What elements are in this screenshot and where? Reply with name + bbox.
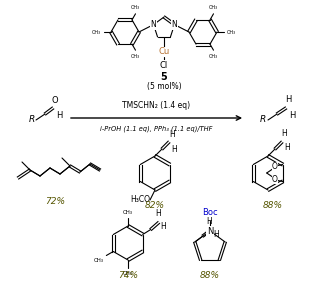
Text: H: H <box>289 112 295 121</box>
Text: 88%: 88% <box>263 201 283 210</box>
Text: CH₃: CH₃ <box>123 210 133 215</box>
Text: H: H <box>281 129 287 138</box>
Text: H: H <box>56 112 63 121</box>
Text: CH₃: CH₃ <box>94 259 104 263</box>
Text: N: N <box>172 20 177 29</box>
Text: i-PrOH (1.1 eq), PPh₃ (1.1 eq)/THF: i-PrOH (1.1 eq), PPh₃ (1.1 eq)/THF <box>100 125 213 131</box>
Text: 72%: 72% <box>45 197 65 207</box>
Text: H: H <box>206 217 212 226</box>
Text: H₃CO: H₃CO <box>130 195 150 205</box>
Text: O: O <box>272 162 278 171</box>
Text: R: R <box>29 115 35 125</box>
Text: N: N <box>151 20 156 29</box>
Text: R: R <box>260 115 266 125</box>
Text: O: O <box>272 175 278 184</box>
Text: (5 mol%): (5 mol%) <box>147 82 181 92</box>
Text: CH₃: CH₃ <box>209 54 218 59</box>
Text: H: H <box>171 144 177 154</box>
Text: CH₃: CH₃ <box>131 5 140 10</box>
Text: CH₃: CH₃ <box>131 54 140 59</box>
Text: 74%: 74% <box>118 271 138 280</box>
Text: H: H <box>285 95 291 104</box>
Text: H: H <box>169 130 175 139</box>
Text: CH₃: CH₃ <box>123 271 133 276</box>
Text: 5: 5 <box>161 72 167 82</box>
Text: H: H <box>161 222 166 231</box>
Text: 88%: 88% <box>200 271 220 280</box>
Text: 82%: 82% <box>145 201 165 210</box>
Text: CH₃: CH₃ <box>92 30 101 34</box>
Text: H: H <box>284 144 290 152</box>
Text: H: H <box>213 230 218 238</box>
Text: O: O <box>52 96 58 105</box>
Text: CH₃: CH₃ <box>209 5 218 10</box>
Text: Cu: Cu <box>158 48 170 57</box>
Text: Boc: Boc <box>202 208 218 217</box>
Text: TMSCHN₂ (1.4 eq): TMSCHN₂ (1.4 eq) <box>122 101 190 110</box>
Text: H: H <box>155 210 161 218</box>
Text: N: N <box>207 226 213 236</box>
Text: Cl: Cl <box>160 61 168 69</box>
Text: CH₃: CH₃ <box>227 30 236 34</box>
